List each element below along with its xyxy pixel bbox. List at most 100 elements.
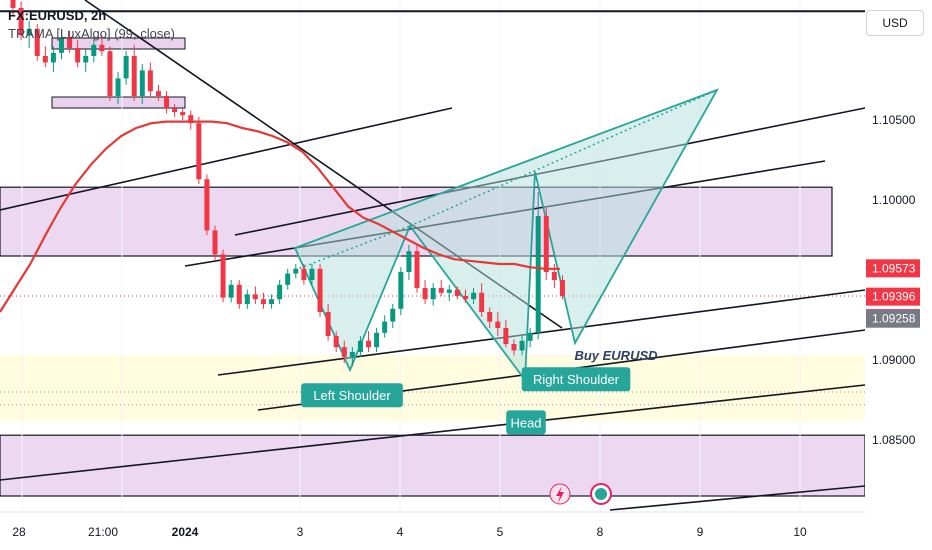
candle-body-0 <box>10 0 16 8</box>
chart-header: FX:EURUSD, 2h TRAMA [LuxAlgo] (99, close… <box>8 8 175 41</box>
candle-body-24 <box>204 179 210 231</box>
price-axis[interactable]: 1.10500 1.10000 1.09000 1.08500 1.09573 1.093… <box>865 0 932 550</box>
candle-body-42 <box>349 352 355 357</box>
candle-body-22 <box>188 115 194 124</box>
label-box-2 <box>521 367 631 392</box>
candle-body-66 <box>543 216 549 272</box>
candle-body-19 <box>164 96 170 109</box>
candle-body-23 <box>196 123 202 180</box>
candle-body-60 <box>495 321 501 328</box>
candle-body-64 <box>527 332 533 341</box>
candle-body-40 <box>333 336 339 348</box>
pattern-neck-left <box>294 225 411 271</box>
trend-line-7 <box>609 485 866 511</box>
pattern-neck-right <box>409 89 718 227</box>
candle-body-20 <box>172 108 178 112</box>
time-axis[interactable]: 28 21:00 2024 3 4 5 8 9 10 <box>0 511 865 539</box>
x-tick-7: 9 <box>697 525 704 539</box>
candle-body-46 <box>382 321 388 333</box>
symbol-title[interactable]: FX:EURUSD, 2h <box>8 8 107 23</box>
indicator-legend[interactable]: TRAMA [LuxAlgo] (99, close) <box>8 26 175 41</box>
candle-body-11 <box>99 44 105 52</box>
candle-body-33 <box>277 284 283 300</box>
candle-body-41 <box>341 347 347 357</box>
candle-body-48 <box>398 272 404 309</box>
candle-body-53 <box>438 288 444 293</box>
candle-body-8 <box>75 48 81 63</box>
event-markers[interactable] <box>549 483 612 505</box>
zone-1 <box>0 355 865 421</box>
candle-body-14 <box>123 56 129 79</box>
y-tick-2: 1.09000 <box>872 353 916 367</box>
candle-body-56 <box>462 296 468 300</box>
x-tick-6: 8 <box>597 525 604 539</box>
supply-demand-zones <box>0 37 866 497</box>
calendar-icon <box>595 488 607 500</box>
candle-body-43 <box>357 340 363 352</box>
trama-line <box>0 120 560 313</box>
y-tick-1: 1.10000 <box>872 193 916 207</box>
candle-body-26 <box>220 254 226 298</box>
currency-button[interactable]: USD <box>866 10 924 36</box>
candle-body-45 <box>374 332 380 348</box>
candle-body-29 <box>244 294 250 304</box>
label-text-1: Head <box>510 415 541 430</box>
candle-body-55 <box>454 289 460 296</box>
candle-body-65 <box>535 216 541 333</box>
candle-body-61 <box>503 328 509 344</box>
label-box-0 <box>301 383 403 408</box>
price-label-1: 1.09396 <box>872 290 916 304</box>
price-label-bg-0 <box>866 259 920 278</box>
candle-body-18 <box>155 91 161 96</box>
trend-line-6 <box>0 384 866 481</box>
x-tick-5: 5 <box>497 525 504 539</box>
candle-body-27 <box>228 284 234 298</box>
candle-body-59 <box>487 312 493 322</box>
candle-body-62 <box>511 344 517 351</box>
candle-body-16 <box>139 70 145 96</box>
x-tick-0: 28 <box>12 525 26 539</box>
candle-body-58 <box>479 292 485 312</box>
candle-body-51 <box>422 288 428 300</box>
candle-body-3 <box>34 28 40 56</box>
candle-body-50 <box>414 251 420 288</box>
candle-body-67 <box>551 272 557 280</box>
pattern-labels: Left Shoulder Head Right Shoulder Buy EURUS… <box>301 348 658 435</box>
candle-body-9 <box>83 56 89 63</box>
buy-label: Buy EURUSD <box>574 348 658 363</box>
x-tick-4: 4 <box>397 525 404 539</box>
candle-body-52 <box>430 288 436 300</box>
y-tick-3: 1.08500 <box>872 433 916 447</box>
y-tick-0: 1.10500 <box>872 113 916 127</box>
candle-body-54 <box>446 289 452 293</box>
candle-body-37 <box>309 268 315 280</box>
price-label-3: 1.09258 <box>872 312 916 326</box>
price-label-bg-1 <box>866 287 920 306</box>
trama-indicator-line <box>0 120 560 313</box>
candle-body-4 <box>42 56 48 63</box>
candle-body-36 <box>301 268 307 280</box>
candle-body-35 <box>293 268 299 274</box>
candle-body-21 <box>180 112 186 116</box>
candle-body-25 <box>212 230 218 255</box>
candle-body-57 <box>471 292 477 300</box>
candle-body-34 <box>285 273 291 285</box>
candle-body-49 <box>406 251 412 272</box>
label-text-0: Left Shoulder <box>313 388 391 403</box>
label-box-1 <box>506 410 546 435</box>
trend-line-1 <box>0 107 453 211</box>
zone-box-top <box>51 37 186 50</box>
lightning-icon <box>556 486 564 503</box>
x-tick-2: 2024 <box>172 525 199 539</box>
x-tick-8: 10 <box>793 525 807 539</box>
candle-body-28 <box>236 284 242 304</box>
zone-2 <box>0 434 866 497</box>
label-text-2: Right Shoulder <box>533 372 620 387</box>
candle-body-47 <box>390 308 396 322</box>
candle-body-15 <box>131 56 137 96</box>
candle-body-5 <box>50 52 56 63</box>
price-label-0: 1.09573 <box>872 261 916 275</box>
candle-body-2 <box>26 28 32 36</box>
candle-body-39 <box>325 312 331 336</box>
